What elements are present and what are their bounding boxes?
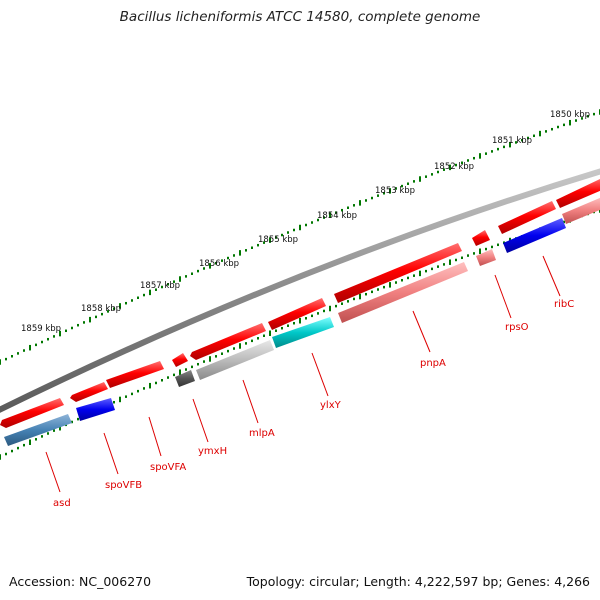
leader-spovfb (103, 432, 119, 475)
feature-ribc[interactable] (503, 218, 566, 253)
scale-labels: 1850 kbp 1851 kbp 1852 kbp 1853 kbp 1854… (21, 110, 590, 334)
feature-rpso[interactable] (476, 249, 496, 266)
gene-label-mlpa[interactable]: mlpA (249, 428, 275, 439)
label-leaders (45, 255, 561, 493)
leader-asd (45, 451, 61, 493)
scale-label-1850: 1850 kbp (550, 110, 590, 120)
scale-label-1859: 1859 kbp (21, 324, 61, 334)
reverse-feature-track (4, 197, 600, 446)
leader-ribc (542, 255, 561, 297)
gene-label-pnpa[interactable]: pnpA (420, 358, 446, 369)
genome-backbone (0, 168, 600, 413)
gc-skew-track (0, 207, 600, 460)
forward-cds-track (0, 178, 600, 428)
gene-labels: asd spoVFB spoVFA ymxH mlpA ylxY pnpA rp… (53, 299, 574, 509)
leader-spovfa (148, 416, 162, 457)
cds-arrow[interactable] (0, 398, 64, 428)
cds-arrow[interactable] (268, 298, 326, 330)
scale-label-1854: 1854 kbp (317, 211, 357, 221)
scale-label-1857: 1857 kbp (140, 281, 180, 291)
gene-label-spovfa[interactable]: spoVFA (150, 462, 186, 473)
map-title: Bacillus licheniformis ATCC 14580, compl… (119, 9, 481, 25)
accession-footer: Accession: NC_006270 (9, 574, 152, 589)
scale-track (0, 109, 600, 365)
scale-label-1858: 1858 kbp (81, 304, 121, 314)
cds-arrow[interactable] (556, 178, 600, 208)
leader-rpso (494, 274, 512, 319)
feature-spovfb[interactable] (76, 398, 115, 421)
scale-label-1852: 1852 kbp (434, 162, 474, 172)
cds-arrow[interactable] (172, 353, 188, 367)
scale-label-1856: 1856 kbp (199, 259, 239, 269)
feature-asd[interactable] (4, 414, 72, 446)
gene-label-ymxh[interactable]: ymxH (198, 446, 227, 457)
cds-arrow[interactable] (106, 361, 164, 388)
feature-rib[interactable] (562, 197, 600, 224)
cds-arrow[interactable] (472, 230, 490, 246)
leader-mlpa (242, 379, 259, 424)
gene-label-spovfb[interactable]: spoVFB (105, 480, 142, 491)
scale-label-1855: 1855 kbp (258, 235, 298, 245)
scale-label-1851: 1851 kbp (492, 136, 532, 146)
gene-label-ylxy[interactable]: ylxY (320, 400, 342, 411)
gene-label-ribc[interactable]: ribC (554, 299, 574, 310)
cds-arrow[interactable] (334, 243, 462, 303)
scale-label-1853: 1853 kbp (375, 186, 415, 196)
cds-arrow[interactable] (70, 382, 108, 402)
leader-ylxy (311, 352, 329, 397)
gene-label-asd[interactable]: asd (53, 498, 71, 509)
feature-mlpa[interactable] (196, 340, 274, 380)
cds-arrow[interactable] (498, 201, 556, 234)
feature-ylxy[interactable] (272, 317, 334, 348)
summary-footer: Topology: circular; Length: 4,222,597 bp… (246, 574, 590, 589)
leader-ymxh (192, 398, 209, 443)
leader-pnpa (412, 310, 431, 353)
gene-label-rpso[interactable]: rpsO (505, 322, 529, 333)
feature-pnpa[interactable] (338, 262, 468, 323)
feature-ymxh[interactable] (175, 370, 195, 387)
cds-arrow[interactable] (190, 323, 266, 360)
